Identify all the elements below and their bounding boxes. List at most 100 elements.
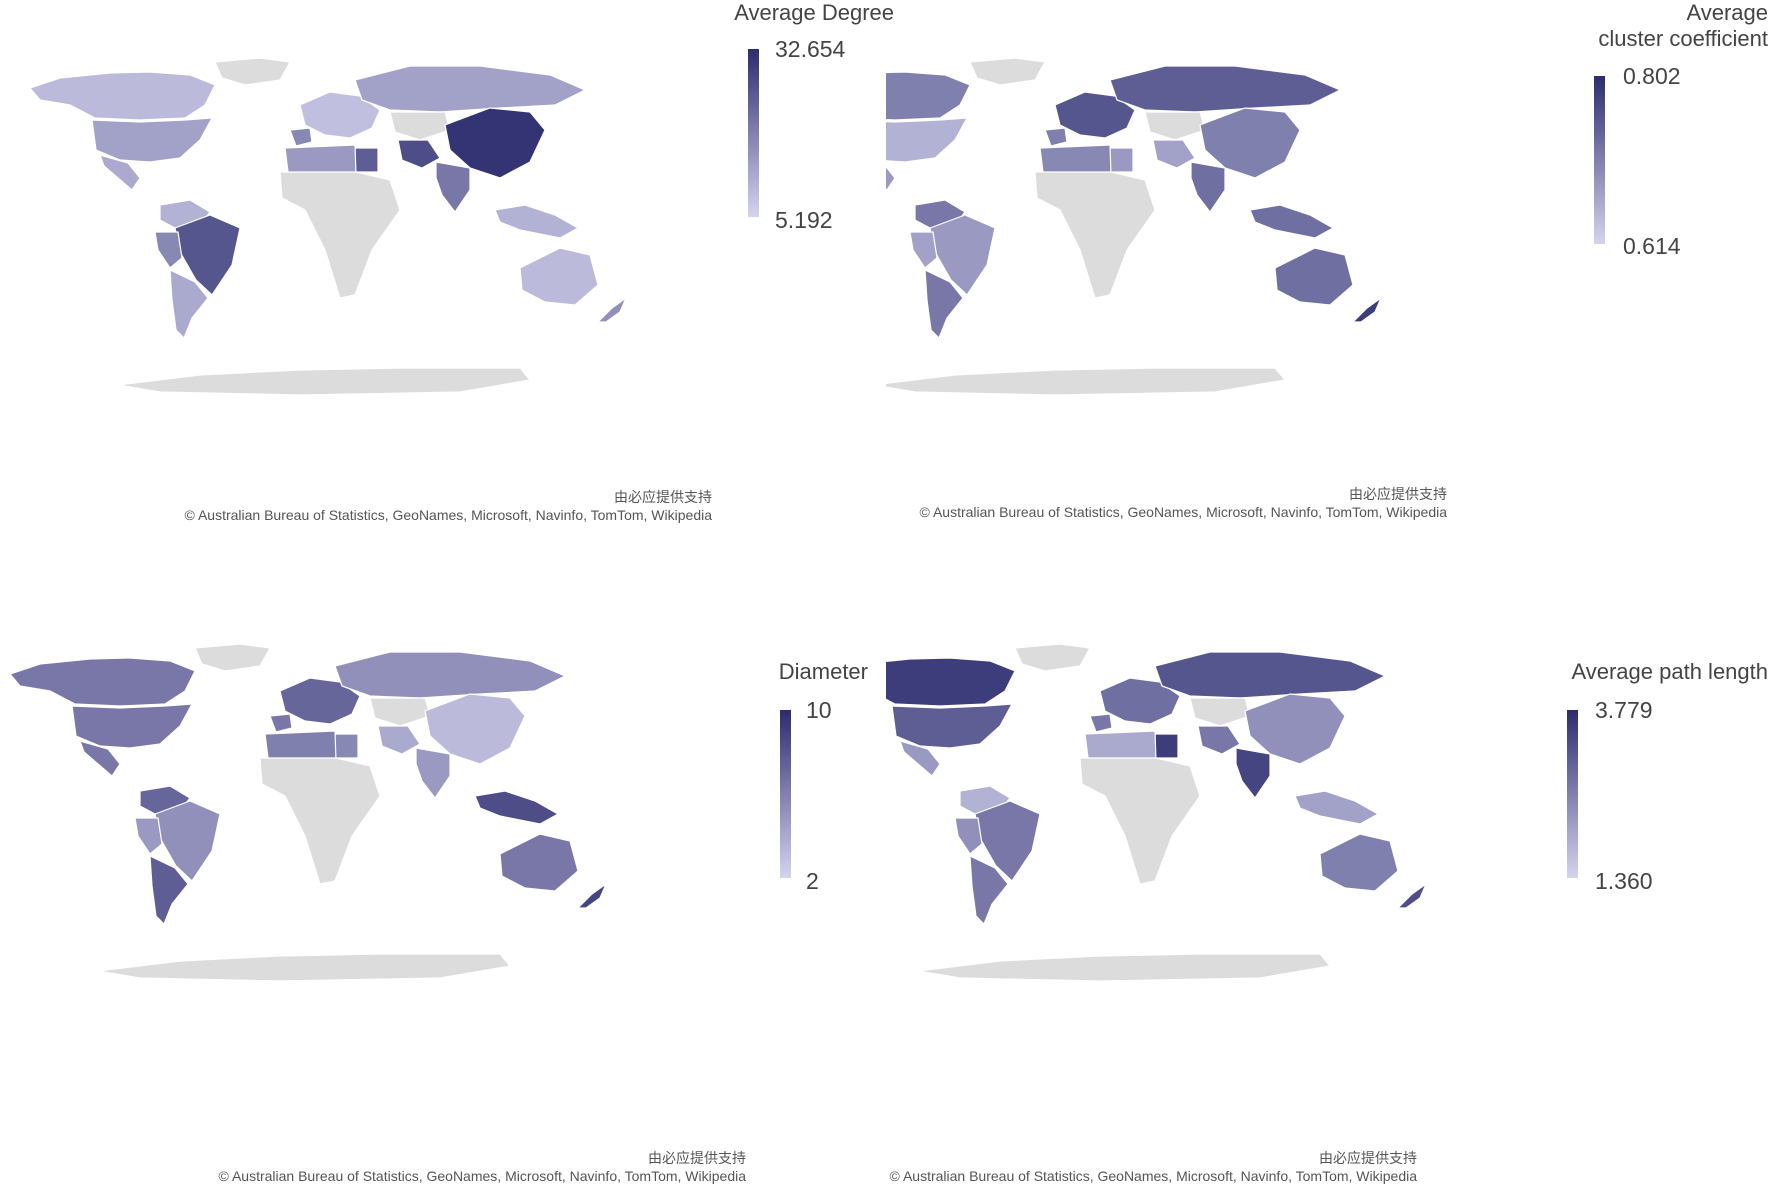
region-chile-argentina (149, 855, 189, 926)
map-credit: © Australian Bureau of Statistics, GeoNa… (889, 1168, 1417, 1184)
region-mexico (899, 740, 941, 777)
region-antarctica (917, 953, 1332, 982)
region-antarctica (117, 367, 532, 396)
region-china (424, 693, 526, 765)
region-russia (1154, 651, 1387, 699)
region-indonesia (494, 204, 580, 239)
region-india (1190, 161, 1226, 214)
legend-min-value: 0.614 (1623, 233, 1681, 259)
world-map (886, 643, 1428, 982)
legend-max-value: 32.654 (775, 36, 846, 62)
region-new-zealand (576, 882, 608, 909)
region-iran (377, 725, 421, 755)
region-mexico (886, 165, 896, 191)
region-australia (499, 833, 579, 892)
region-chile-argentina (969, 855, 1009, 926)
region-iberia (269, 713, 293, 733)
world-map (8, 643, 608, 982)
region-central-asia (369, 697, 431, 727)
region-iberia (1044, 127, 1068, 147)
region-russia (334, 651, 567, 699)
region-peru (909, 231, 938, 269)
map-credit: © Australian Bureau of Statistics, GeoNa… (919, 504, 1447, 520)
region-new-zealand (1351, 296, 1383, 323)
region-iran (1197, 725, 1241, 755)
region-africa (279, 171, 401, 299)
legend-max-value: 0.802 (1623, 63, 1681, 89)
region-new-zealand (596, 296, 628, 323)
region-africa (1079, 757, 1201, 885)
region-europe (1099, 677, 1181, 725)
region-brazil (174, 214, 241, 296)
legend-color-bar (1567, 710, 1578, 878)
region-usa (91, 117, 214, 163)
region-central-asia (389, 111, 451, 141)
legend-color-bar (748, 49, 759, 217)
legend-min-value: 5.192 (775, 207, 833, 233)
region-brazil (974, 800, 1041, 882)
region-egypt (1109, 147, 1134, 173)
region-egypt (1154, 733, 1179, 759)
region-chile-argentina (924, 269, 964, 340)
region-greenland (969, 57, 1046, 86)
region-usa (891, 703, 1014, 749)
legend-min-value: 1.360 (1595, 868, 1653, 894)
region-mexico (79, 740, 121, 777)
world-map (28, 57, 628, 396)
map-panel-diameter: Diameter 10 2 由必应提供支持 © Australian Burea… (0, 593, 886, 1186)
region-peru (154, 231, 183, 269)
region-europe (279, 677, 361, 725)
map-credit-cn: 由必应提供支持 (1349, 486, 1447, 502)
map-panel-average-cluster-coefficient: Average cluster coefficient 0.802 0.614 … (886, 0, 1772, 593)
legend-title: Diameter (778, 659, 868, 684)
region-central-asia (1189, 697, 1251, 727)
region-antarctica (886, 367, 1287, 396)
region-egypt (354, 147, 379, 173)
region-europe (1054, 91, 1136, 139)
legend-max-value: 10 (806, 697, 832, 723)
legend-color-bar (780, 710, 791, 878)
region-india (1235, 747, 1271, 800)
legend-title: Average cluster coefficient (1598, 0, 1768, 51)
region-australia (1319, 833, 1399, 892)
legend-max-value: 3.779 (1595, 697, 1653, 723)
region-india (435, 161, 471, 214)
region-new-zealand (1396, 882, 1428, 909)
region-north-america (28, 71, 216, 121)
region-greenland (194, 643, 271, 672)
map-credit-cn: 由必应提供支持 (1319, 1150, 1417, 1166)
region-china (1199, 107, 1301, 179)
region-peru (954, 817, 983, 855)
region-india (415, 747, 451, 800)
region-iberia (1089, 713, 1113, 733)
region-russia (1109, 65, 1342, 113)
region-australia (519, 247, 599, 306)
region-china (1244, 693, 1346, 765)
region-indonesia (1249, 204, 1335, 239)
region-north-america (886, 657, 1016, 707)
region-iran (1152, 139, 1196, 169)
legend-title: Average path length (1571, 659, 1768, 684)
region-europe (299, 91, 381, 139)
region-russia (354, 65, 587, 113)
region-iran (397, 139, 441, 169)
region-central-asia (1144, 111, 1206, 141)
legend-min-value: 2 (806, 868, 819, 894)
region-usa (71, 703, 194, 749)
region-usa (886, 117, 969, 163)
region-africa (259, 757, 381, 885)
region-indonesia (474, 790, 560, 825)
region-china (444, 107, 546, 179)
map-panel-average-path-length: Average path length 3.779 1.360 由必应提供支持 … (886, 593, 1772, 1186)
region-north-america (8, 657, 196, 707)
map-credit: © Australian Bureau of Statistics, GeoNa… (184, 507, 712, 523)
region-greenland (214, 57, 291, 86)
world-map (886, 57, 1383, 396)
region-chile-argentina (169, 269, 209, 340)
map-credit-cn: 由必应提供支持 (614, 489, 712, 505)
map-credit-cn: 由必应提供支持 (648, 1150, 746, 1166)
region-peru (134, 817, 163, 855)
map-credit: © Australian Bureau of Statistics, GeoNa… (218, 1168, 746, 1184)
legend-title: Average Degree (734, 0, 894, 25)
region-africa (1034, 171, 1156, 299)
